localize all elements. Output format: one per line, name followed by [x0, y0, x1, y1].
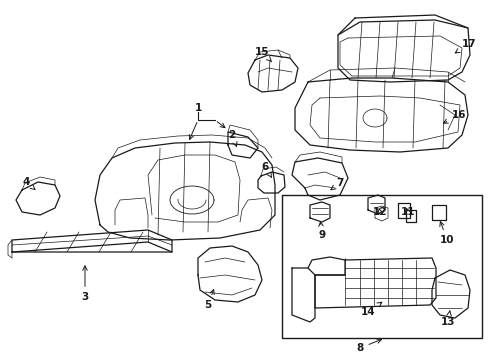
Text: 7: 7	[330, 178, 343, 190]
Text: 12: 12	[372, 207, 386, 217]
Text: 1: 1	[194, 103, 201, 113]
Text: 16: 16	[443, 110, 466, 123]
Text: 8: 8	[356, 339, 381, 353]
Text: 17: 17	[454, 39, 476, 53]
Text: 9: 9	[318, 222, 325, 240]
Text: 10: 10	[439, 222, 453, 245]
Text: 4: 4	[22, 177, 35, 190]
Text: 6: 6	[261, 162, 271, 177]
Text: 14: 14	[360, 302, 381, 317]
Text: 15: 15	[254, 47, 271, 62]
Text: 11: 11	[400, 207, 414, 217]
Text: 2: 2	[228, 130, 237, 147]
Text: 5: 5	[204, 290, 214, 310]
Text: 3: 3	[81, 266, 88, 302]
Text: 13: 13	[440, 311, 454, 327]
